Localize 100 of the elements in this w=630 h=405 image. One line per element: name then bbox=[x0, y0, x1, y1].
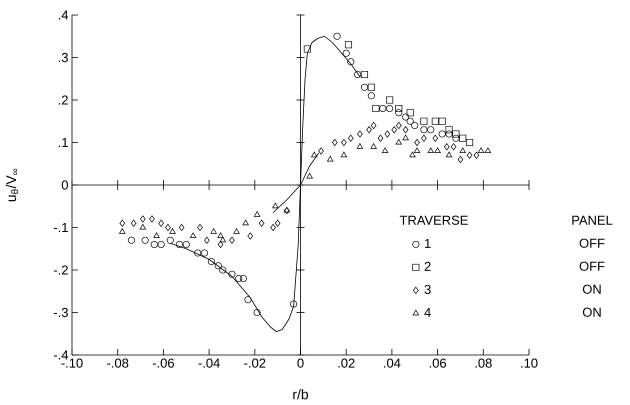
point bbox=[348, 134, 354, 142]
point bbox=[444, 143, 450, 150]
point bbox=[119, 228, 126, 234]
point bbox=[284, 206, 290, 214]
point bbox=[409, 152, 416, 158]
point bbox=[247, 232, 253, 240]
legend-label: 2 bbox=[424, 262, 431, 271]
point bbox=[197, 224, 203, 232]
point bbox=[218, 240, 224, 248]
point bbox=[140, 224, 146, 230]
point bbox=[318, 147, 324, 155]
point bbox=[150, 240, 158, 248]
point bbox=[274, 220, 280, 227]
point bbox=[120, 220, 126, 227]
x-tick-label: .04 bbox=[384, 358, 401, 368]
point bbox=[220, 236, 226, 242]
text: OFF bbox=[580, 262, 604, 271]
point bbox=[165, 224, 171, 232]
point bbox=[450, 143, 456, 150]
y-tick-label: -.3 bbox=[54, 308, 68, 318]
y-tick-label: -.1 bbox=[54, 223, 68, 232]
point bbox=[258, 220, 264, 227]
point bbox=[235, 274, 242, 282]
legend-label: 3 bbox=[424, 284, 431, 294]
point bbox=[332, 138, 338, 146]
point bbox=[372, 104, 380, 112]
point bbox=[229, 236, 235, 244]
point bbox=[466, 138, 474, 146]
point bbox=[414, 147, 420, 153]
point bbox=[194, 249, 202, 257]
point bbox=[190, 232, 196, 238]
point bbox=[272, 202, 278, 208]
point bbox=[304, 45, 311, 53]
y-tick-label: -.4 bbox=[54, 350, 68, 360]
x-tick-label: -.04 bbox=[198, 358, 220, 368]
text: ON bbox=[582, 308, 601, 317]
point bbox=[217, 232, 224, 238]
point bbox=[395, 109, 402, 116]
point bbox=[158, 240, 165, 248]
point bbox=[334, 32, 341, 40]
point bbox=[130, 220, 136, 227]
point bbox=[128, 236, 135, 244]
point bbox=[411, 122, 418, 130]
point bbox=[360, 84, 368, 91]
point bbox=[342, 50, 350, 57]
point bbox=[478, 147, 484, 153]
point bbox=[140, 215, 146, 223]
point bbox=[384, 130, 390, 138]
point bbox=[142, 236, 149, 244]
point bbox=[379, 104, 386, 112]
point bbox=[438, 118, 446, 125]
point bbox=[421, 134, 427, 142]
point bbox=[428, 147, 434, 153]
point bbox=[395, 104, 402, 112]
point bbox=[169, 228, 176, 234]
text: ON bbox=[582, 284, 601, 294]
point bbox=[327, 156, 334, 162]
point bbox=[446, 152, 452, 158]
point bbox=[219, 266, 226, 274]
x-tick-label: .02 bbox=[338, 358, 355, 368]
point bbox=[340, 152, 348, 158]
point bbox=[200, 249, 208, 257]
x-axis-title: r/b bbox=[293, 389, 308, 400]
point bbox=[242, 220, 249, 226]
y-tick-label: .3 bbox=[58, 52, 68, 62]
point bbox=[306, 172, 313, 178]
point bbox=[176, 240, 183, 248]
point bbox=[402, 134, 409, 140]
legend-title: TRAVERSE bbox=[400, 216, 468, 225]
point bbox=[386, 96, 394, 104]
x-tick-label: -.02 bbox=[244, 358, 266, 368]
point bbox=[240, 274, 247, 282]
point bbox=[466, 152, 472, 159]
point bbox=[214, 262, 222, 270]
point bbox=[432, 134, 438, 142]
y-tick-label: .4 bbox=[58, 10, 68, 20]
x-tick-label: -.08 bbox=[107, 358, 128, 368]
point bbox=[434, 147, 441, 153]
point bbox=[356, 143, 364, 149]
y-tick-label: .1 bbox=[58, 138, 68, 147]
point bbox=[368, 92, 375, 100]
point bbox=[341, 138, 347, 146]
point bbox=[391, 126, 397, 134]
point bbox=[158, 220, 164, 227]
y-tick-label: -.2 bbox=[54, 265, 68, 275]
point bbox=[149, 215, 155, 223]
point bbox=[432, 118, 439, 125]
point bbox=[290, 300, 298, 308]
x-tick-label: -.10 bbox=[61, 358, 83, 368]
y-axis-title: u$_{θ}$/V$_{∞}$ bbox=[6, 168, 18, 202]
point bbox=[244, 296, 252, 304]
text: OFF bbox=[580, 238, 604, 248]
point bbox=[402, 126, 408, 134]
point bbox=[420, 126, 428, 134]
x-tick-label: -.06 bbox=[152, 358, 174, 368]
x-tick-label: .06 bbox=[430, 358, 446, 368]
point bbox=[178, 224, 184, 232]
point bbox=[311, 152, 318, 158]
point bbox=[396, 138, 402, 144]
point bbox=[452, 130, 460, 138]
